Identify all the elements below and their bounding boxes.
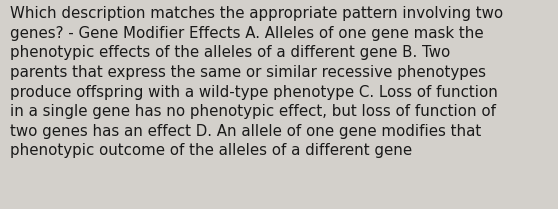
Text: Which description matches the appropriate pattern involving two
genes? - Gene Mo: Which description matches the appropriat… xyxy=(10,6,503,158)
